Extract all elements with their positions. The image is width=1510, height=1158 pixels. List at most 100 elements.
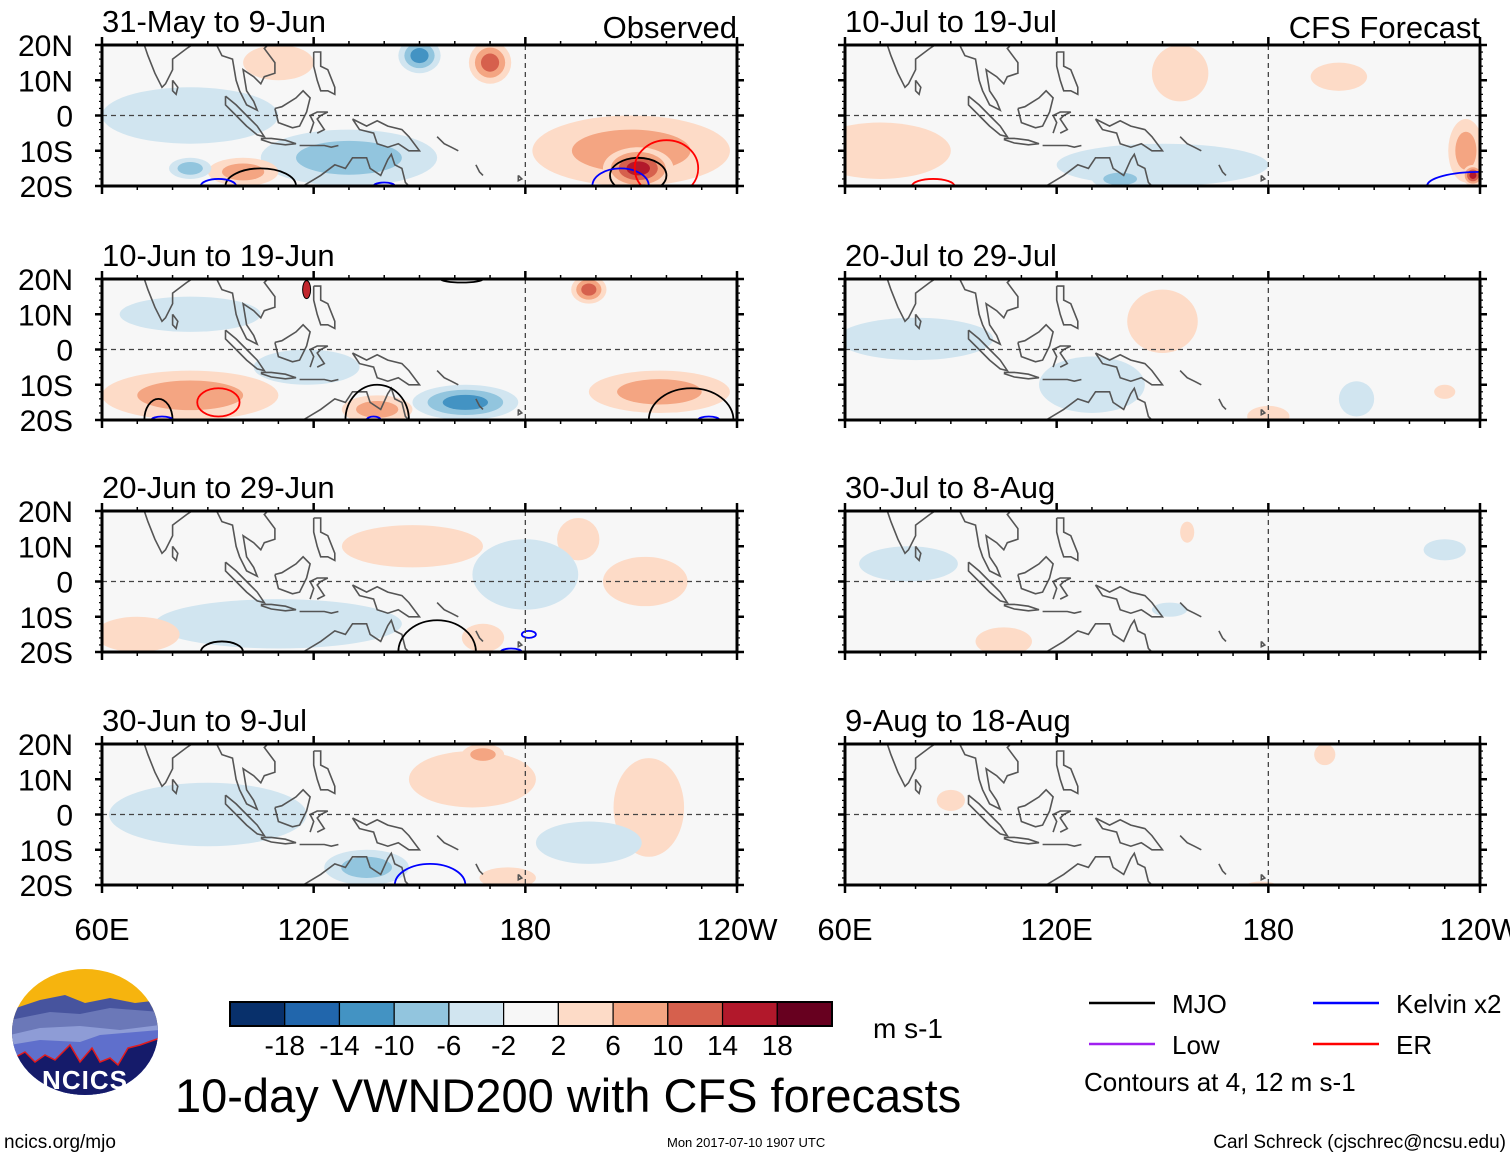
ncics-logo: NCICS (12, 969, 158, 1095)
coastline (914, 778, 922, 795)
coastline (1055, 517, 1079, 562)
lon-label: 60E (74, 912, 129, 947)
coastline (517, 873, 524, 881)
map-panels: 31-May to 9-Jun Observed 10-Jun to 19-Jun 2… (95, 4, 1487, 893)
coastline (309, 810, 329, 833)
coastline (224, 95, 267, 138)
coastline (1042, 843, 1082, 848)
coastline (475, 164, 484, 176)
colorbar-label: 14 (707, 1030, 738, 1061)
legend-label: Kelvin x2 (1396, 989, 1502, 1019)
latitude-labels: 20N10N010S20S20N10N010S20S20N10N010S20S2… (18, 30, 73, 903)
coastline (351, 817, 422, 851)
coastline (299, 610, 339, 615)
colorbar-label: 2 (551, 1030, 567, 1061)
anomaly-fill (1469, 171, 1477, 179)
coastline (1044, 386, 1154, 420)
lat-label: 20N (18, 496, 73, 529)
coastline (351, 352, 422, 386)
lat-label: 10S (20, 835, 73, 868)
coastline (958, 744, 1019, 811)
contour-mjo (397, 619, 477, 652)
coastline (301, 618, 411, 652)
panel-period-title: 31-May to 9-Jun (102, 4, 326, 39)
coastline (1052, 111, 1072, 134)
coastline (958, 279, 1019, 346)
lon-label: 120W (1440, 912, 1510, 947)
coastline (299, 144, 339, 149)
panel-period-title: 20-Jun to 29-Jun (102, 470, 335, 505)
contour-er (633, 139, 700, 186)
legend-label: MJO (1172, 989, 1227, 1019)
anomaly-fill (356, 400, 399, 418)
logo-text: NCICS (42, 1065, 128, 1095)
anomaly-fill (1247, 405, 1290, 420)
coastline (914, 79, 922, 96)
coastline (967, 561, 1010, 604)
lat-label: 0 (56, 101, 73, 134)
coastline (475, 398, 484, 410)
anomaly-fill (1423, 539, 1466, 561)
colorbar-swatch (612, 1001, 669, 1027)
footer-url[interactable]: ncics.org/mjo (4, 1132, 116, 1153)
anomaly-fill (1314, 744, 1336, 766)
coastline (1055, 285, 1079, 330)
coastline (517, 640, 524, 648)
coastline (475, 863, 484, 875)
coastline (312, 517, 336, 562)
contour-er (196, 387, 241, 418)
coastline (274, 555, 311, 595)
panel-content (102, 744, 737, 885)
coastline (260, 371, 297, 380)
lat-label: 10N (18, 65, 73, 98)
colorbar-label: -6 (436, 1030, 461, 1061)
colorbar-swatch (393, 1001, 450, 1027)
coastline (436, 835, 459, 851)
coastline (1042, 610, 1082, 615)
lat-label: 10N (18, 531, 73, 564)
anomaly-fill (936, 789, 965, 811)
coastline (309, 577, 329, 600)
panel-source-tag: CFS Forecast (1289, 10, 1481, 45)
anomaly-fill (859, 546, 958, 582)
coastline (1218, 863, 1227, 875)
panel-period-title: 9-Aug to 18-Aug (845, 703, 1071, 738)
coastline (351, 118, 422, 152)
lon-label: 180 (499, 912, 551, 947)
colorbar-label: -2 (491, 1030, 516, 1061)
coastline (1003, 836, 1040, 845)
coastline (1017, 89, 1054, 129)
lat-label: 0 (56, 800, 73, 833)
legend-label: ER (1396, 1030, 1432, 1060)
coastline (1260, 873, 1267, 881)
map-panel-p7: 30-Jul to 8-Aug (838, 470, 1487, 660)
anomaly-fill (102, 87, 279, 144)
coastline (1042, 378, 1082, 383)
lat-label: 20S (20, 637, 73, 670)
anomaly-fill (253, 349, 360, 385)
coastline (274, 89, 311, 129)
lon-label: 120W (697, 912, 779, 947)
coastline (1218, 164, 1227, 176)
anomaly-fill (119, 296, 261, 332)
coastline (967, 329, 1010, 372)
anomaly-fill (461, 623, 505, 652)
coastline (312, 750, 336, 795)
legend-label: Low (1172, 1030, 1220, 1060)
anomaly-fill (1434, 384, 1456, 399)
coastline (1017, 788, 1054, 828)
coastline (224, 329, 267, 372)
coastline (914, 313, 922, 330)
coastline (1218, 630, 1227, 642)
colorbar-swatch (338, 1001, 395, 1027)
coastline (1042, 144, 1082, 149)
panel-period-title: 30-Jul to 8-Aug (845, 470, 1055, 505)
coastline (1094, 352, 1165, 386)
contour-mjo (224, 167, 297, 186)
anomaly-fill (1039, 356, 1145, 413)
colorbar-swatch (284, 1001, 341, 1027)
contour-mjo (344, 383, 410, 420)
coastline (260, 137, 297, 146)
lat-label: 10N (18, 764, 73, 797)
coastline (260, 603, 297, 612)
